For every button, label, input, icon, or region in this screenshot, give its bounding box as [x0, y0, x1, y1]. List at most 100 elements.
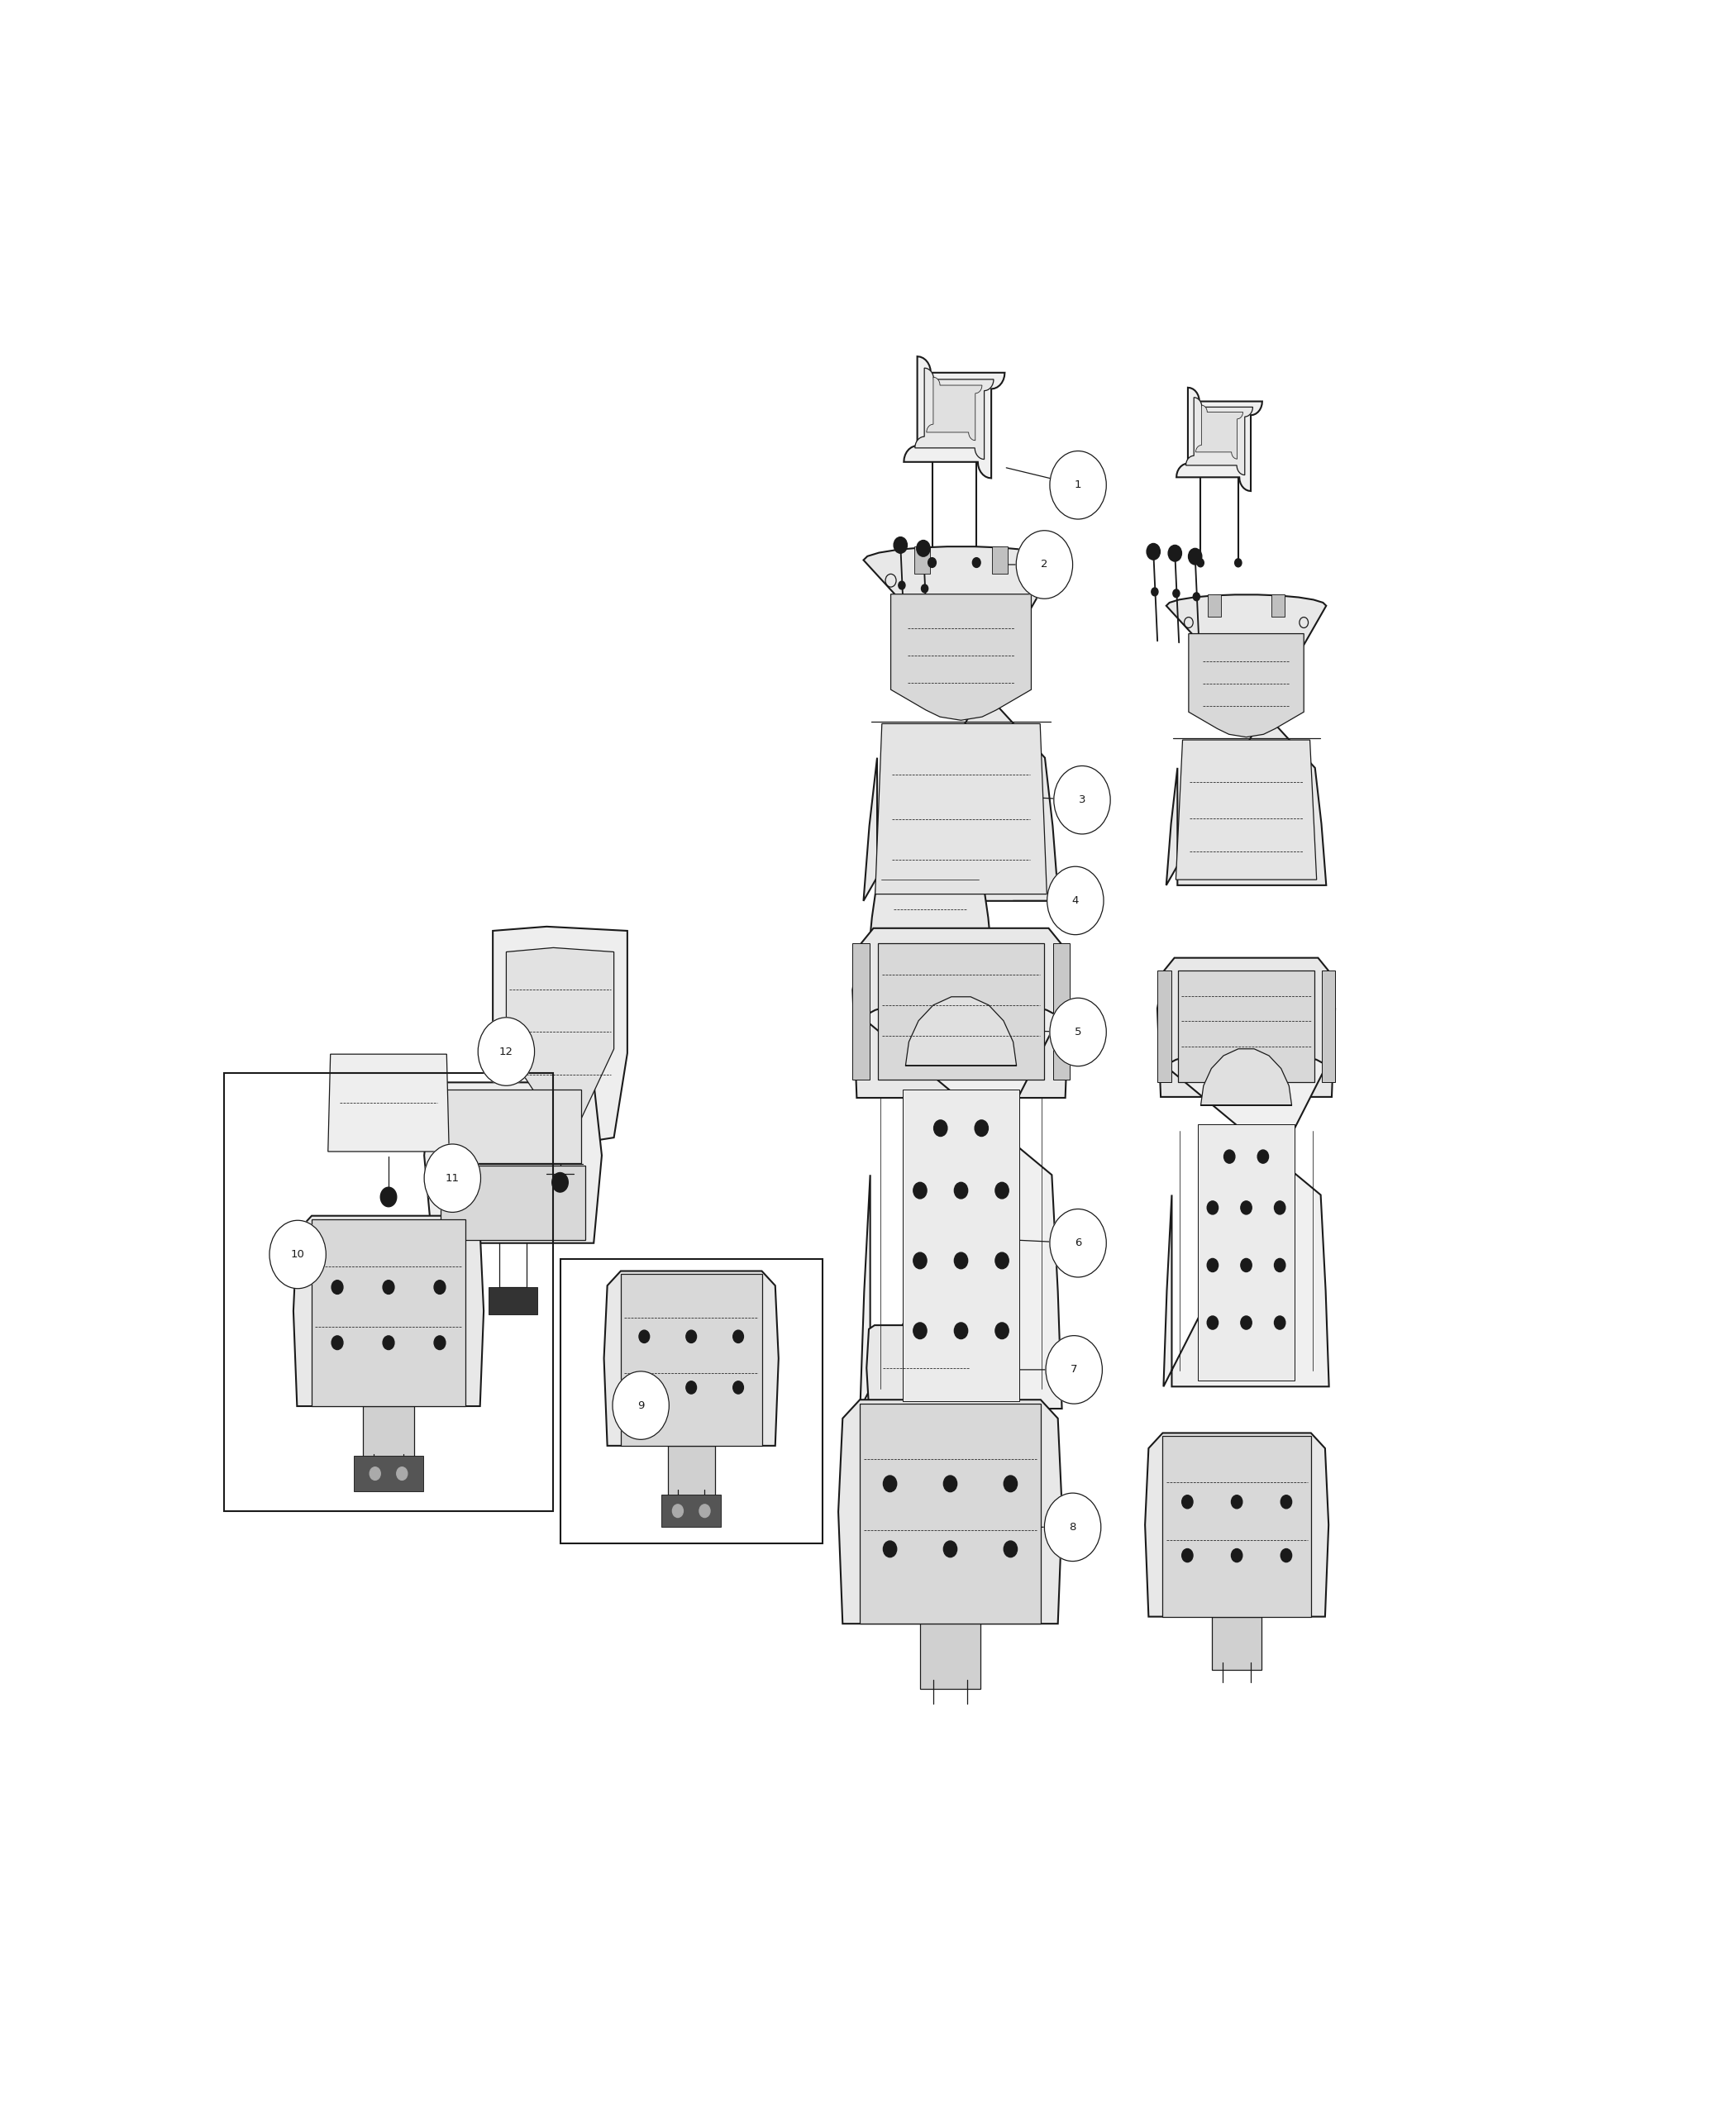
- Text: 6: 6: [1075, 1237, 1082, 1248]
- Circle shape: [1151, 588, 1158, 597]
- Circle shape: [944, 1476, 957, 1492]
- Polygon shape: [859, 999, 1062, 1408]
- Circle shape: [1207, 1258, 1219, 1271]
- Text: 10: 10: [290, 1250, 306, 1261]
- Circle shape: [639, 1381, 649, 1393]
- Polygon shape: [1167, 594, 1326, 885]
- Polygon shape: [891, 594, 1031, 721]
- Polygon shape: [604, 1271, 778, 1446]
- Circle shape: [955, 1252, 967, 1269]
- Circle shape: [477, 1018, 535, 1086]
- Circle shape: [1207, 1202, 1219, 1214]
- Circle shape: [1182, 1495, 1193, 1509]
- Polygon shape: [906, 997, 1017, 1067]
- Text: 12: 12: [500, 1046, 514, 1056]
- Polygon shape: [1186, 398, 1253, 474]
- Circle shape: [1045, 1492, 1101, 1562]
- Polygon shape: [621, 1273, 762, 1446]
- Polygon shape: [927, 377, 983, 441]
- Polygon shape: [838, 1400, 1062, 1623]
- Circle shape: [1189, 548, 1201, 565]
- Polygon shape: [1189, 635, 1304, 738]
- Circle shape: [974, 1119, 988, 1136]
- Circle shape: [332, 1280, 344, 1294]
- Polygon shape: [444, 1090, 582, 1164]
- Polygon shape: [915, 369, 993, 460]
- Circle shape: [944, 1541, 957, 1558]
- Polygon shape: [661, 1495, 720, 1526]
- Circle shape: [269, 1221, 326, 1288]
- Polygon shape: [875, 723, 1047, 894]
- Circle shape: [384, 1280, 394, 1294]
- Circle shape: [913, 1183, 927, 1199]
- Circle shape: [424, 1145, 481, 1212]
- Circle shape: [733, 1381, 743, 1393]
- Polygon shape: [903, 1090, 1019, 1402]
- Text: 2: 2: [1042, 559, 1049, 569]
- Polygon shape: [1196, 405, 1243, 460]
- Circle shape: [733, 1330, 743, 1343]
- Polygon shape: [1321, 970, 1335, 1081]
- Polygon shape: [866, 1326, 986, 1406]
- Polygon shape: [1163, 1436, 1311, 1617]
- Circle shape: [899, 582, 904, 590]
- Circle shape: [1050, 997, 1106, 1067]
- Circle shape: [1045, 1336, 1102, 1404]
- Circle shape: [1050, 451, 1106, 519]
- Polygon shape: [312, 1218, 465, 1406]
- Polygon shape: [441, 1166, 585, 1240]
- Circle shape: [1241, 1202, 1252, 1214]
- Circle shape: [672, 1505, 684, 1518]
- Circle shape: [1257, 1151, 1269, 1164]
- Circle shape: [884, 1541, 898, 1558]
- Circle shape: [1274, 1202, 1285, 1214]
- Circle shape: [384, 1336, 394, 1349]
- Circle shape: [700, 1505, 710, 1518]
- Polygon shape: [859, 1404, 1040, 1623]
- Bar: [561, 1258, 823, 1543]
- Polygon shape: [1208, 594, 1220, 618]
- Text: 4: 4: [1071, 896, 1078, 906]
- Polygon shape: [863, 546, 1059, 900]
- Polygon shape: [1198, 1126, 1295, 1381]
- Polygon shape: [878, 944, 1045, 1079]
- Polygon shape: [870, 858, 991, 942]
- Circle shape: [1050, 1210, 1106, 1277]
- Polygon shape: [904, 356, 1005, 479]
- Polygon shape: [1163, 1052, 1330, 1387]
- Text: 5: 5: [1075, 1027, 1082, 1037]
- Circle shape: [922, 584, 929, 592]
- Circle shape: [1274, 1258, 1285, 1271]
- Circle shape: [884, 1476, 898, 1492]
- Polygon shape: [1175, 740, 1316, 879]
- Circle shape: [894, 538, 908, 552]
- Polygon shape: [1052, 944, 1069, 1079]
- Circle shape: [1198, 559, 1203, 567]
- Polygon shape: [852, 928, 1069, 1098]
- Circle shape: [1147, 544, 1160, 561]
- Circle shape: [1274, 1315, 1285, 1330]
- Circle shape: [1168, 546, 1182, 561]
- Circle shape: [1182, 1549, 1193, 1562]
- Bar: [224, 1073, 554, 1511]
- Circle shape: [972, 559, 981, 567]
- Circle shape: [613, 1372, 668, 1440]
- Circle shape: [934, 1119, 948, 1136]
- Circle shape: [1231, 1549, 1243, 1562]
- Polygon shape: [328, 1054, 450, 1151]
- Circle shape: [686, 1381, 696, 1393]
- Circle shape: [434, 1336, 446, 1349]
- Circle shape: [1281, 1549, 1292, 1562]
- Polygon shape: [1272, 594, 1285, 618]
- Text: 7: 7: [1071, 1364, 1078, 1374]
- Polygon shape: [1158, 970, 1172, 1081]
- Polygon shape: [424, 1081, 602, 1244]
- Circle shape: [929, 559, 936, 567]
- Text: 8: 8: [1069, 1522, 1076, 1533]
- Text: 1: 1: [1075, 481, 1082, 491]
- Text: 3: 3: [1078, 795, 1085, 805]
- Polygon shape: [668, 1446, 715, 1497]
- Circle shape: [332, 1336, 344, 1349]
- Polygon shape: [1177, 970, 1314, 1081]
- Circle shape: [639, 1330, 649, 1343]
